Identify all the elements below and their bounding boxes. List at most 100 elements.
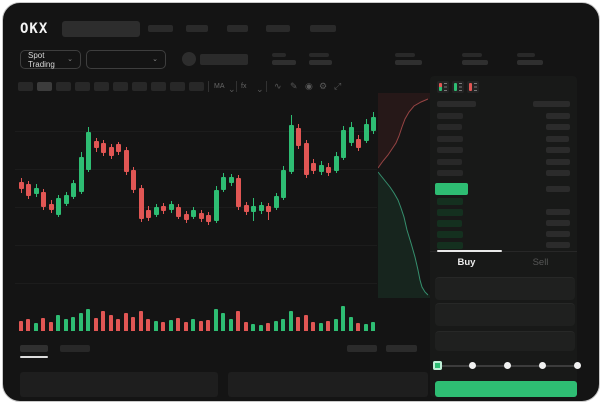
- volume-bar: [334, 319, 338, 331]
- nav-item[interactable]: [310, 25, 336, 32]
- candle: [101, 143, 106, 153]
- volume-bar: [319, 323, 323, 331]
- timeframe-button[interactable]: [151, 82, 166, 91]
- candle: [266, 206, 271, 212]
- timeframe-button[interactable]: [170, 82, 185, 91]
- timeframe-button[interactable]: [75, 82, 90, 91]
- pair-selector[interactable]: ⌄: [86, 50, 166, 69]
- volume-bar: [169, 320, 173, 331]
- ask-amount-placeholder: [546, 135, 569, 142]
- ask-price-placeholder[interactable]: [437, 124, 462, 131]
- pencil-icon[interactable]: ✎: [290, 81, 298, 91]
- expand-icon[interactable]: ⤢: [334, 81, 342, 91]
- book-bids-icon[interactable]: [452, 81, 464, 93]
- volume-bar: [341, 306, 345, 331]
- candle: [229, 177, 234, 183]
- timeframe-button[interactable]: [132, 82, 147, 91]
- bid-amount-placeholder: [546, 231, 570, 237]
- order-form-field[interactable]: [435, 331, 575, 351]
- candle: [86, 132, 91, 170]
- slider-stop[interactable]: [573, 362, 581, 369]
- indicator-fx-label[interactable]: fx: [241, 83, 247, 90]
- volume-bar: [94, 318, 98, 331]
- volume-bar: [281, 319, 285, 331]
- candle: [319, 165, 324, 172]
- volume-bar: [139, 311, 143, 331]
- candle: [49, 204, 54, 210]
- candle: [349, 127, 354, 143]
- bottom-tab[interactable]: [20, 345, 48, 352]
- okx-logo: OKX: [20, 21, 49, 37]
- ask-amount-placeholder: [546, 170, 570, 176]
- candle: [34, 188, 39, 194]
- volume-bar: [266, 323, 270, 331]
- timeframe-button[interactable]: [18, 82, 33, 91]
- buy-submit-button[interactable]: [435, 381, 577, 397]
- chevron-down-icon[interactable]: ⌄: [228, 84, 236, 94]
- bid-price-placeholder[interactable]: [437, 242, 463, 249]
- stat-label-placeholder: [462, 53, 482, 57]
- gear-icon[interactable]: ⚙: [319, 81, 328, 91]
- volume-bar: [71, 317, 75, 331]
- book-combined-icon[interactable]: [437, 81, 449, 93]
- candle: [334, 156, 339, 171]
- chevron-down-icon: ⌄: [152, 56, 158, 63]
- slider-handle[interactable]: [433, 361, 442, 370]
- ask-price-placeholder[interactable]: [437, 170, 463, 176]
- bid-price-placeholder[interactable]: [437, 198, 463, 205]
- ask-price-placeholder[interactable]: [437, 113, 463, 119]
- candle: [364, 124, 369, 141]
- candle: [341, 130, 346, 158]
- bottom-action-placeholder[interactable]: [347, 345, 377, 352]
- candle: [236, 178, 241, 207]
- book-asks-icon[interactable]: [467, 81, 479, 93]
- volume-bar: [289, 311, 293, 331]
- bid-price-placeholder[interactable]: [437, 209, 463, 216]
- bid-price-placeholder[interactable]: [437, 220, 462, 227]
- candlestick-chart[interactable]: [15, 100, 377, 332]
- bottom-tab[interactable]: [60, 345, 90, 352]
- volume-bar: [86, 309, 90, 331]
- volume-bar: [176, 318, 180, 331]
- order-form-field[interactable]: [435, 277, 575, 300]
- wave-line-icon[interactable]: ∿: [274, 81, 282, 91]
- indicator-ma-label[interactable]: MA: [214, 83, 225, 90]
- ask-price-placeholder[interactable]: [437, 158, 462, 165]
- candle: [221, 177, 226, 190]
- nav-item[interactable]: [266, 25, 290, 32]
- tab-sell[interactable]: Sell: [532, 257, 549, 268]
- tab-buy[interactable]: Buy: [457, 257, 476, 268]
- last-price-amount-placeholder: [546, 186, 570, 192]
- bid-price-placeholder[interactable]: [437, 231, 463, 238]
- search-input[interactable]: [62, 21, 140, 37]
- slider-stop[interactable]: [503, 362, 511, 369]
- slider-stop[interactable]: [468, 362, 476, 369]
- bid-amount-placeholder: [546, 209, 570, 215]
- tab-divider: [430, 251, 577, 252]
- market-type-selector[interactable]: Spot Trading ⌄: [20, 50, 81, 69]
- candle: [304, 143, 309, 175]
- timeframe-button[interactable]: [189, 82, 204, 91]
- volume-bar: [356, 323, 360, 331]
- candle: [199, 213, 204, 219]
- ask-price-placeholder[interactable]: [437, 147, 463, 154]
- nav-item[interactable]: [148, 25, 173, 32]
- order-form-field[interactable]: [435, 303, 575, 326]
- ask-price-placeholder[interactable]: [437, 135, 463, 142]
- market-type-label: Spot Trading: [28, 50, 55, 69]
- timeframe-button[interactable]: [113, 82, 128, 91]
- chevron-down-icon[interactable]: ⌄: [256, 84, 264, 94]
- nav-item[interactable]: [227, 25, 248, 32]
- chevron-down-icon: ⌄: [67, 56, 73, 63]
- slider-stop[interactable]: [538, 362, 546, 369]
- volume-bar: [199, 321, 203, 331]
- timeframe-button[interactable]: [94, 82, 109, 91]
- bottom-action-placeholder[interactable]: [386, 345, 417, 352]
- camera-icon[interactable]: ◉: [305, 81, 313, 91]
- timeframe-button[interactable]: [56, 82, 71, 91]
- nav-item[interactable]: [186, 25, 208, 32]
- timeframe-button[interactable]: [37, 82, 52, 91]
- candle: [146, 210, 151, 218]
- volume-bar: [349, 317, 353, 331]
- volume-bar: [184, 322, 188, 331]
